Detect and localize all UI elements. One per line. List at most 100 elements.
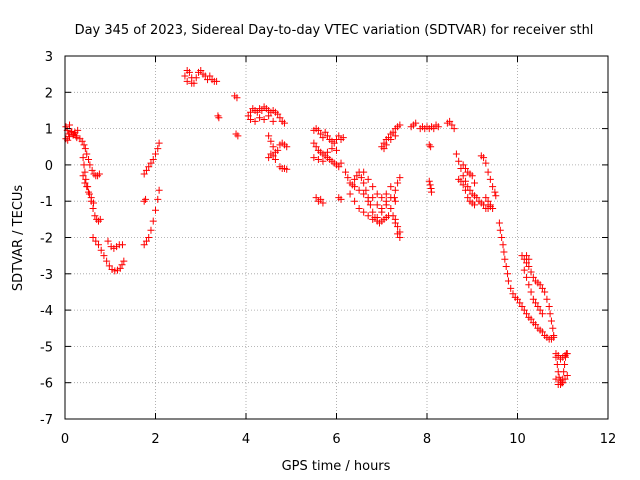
data-point <box>364 212 372 220</box>
data-point <box>234 132 242 140</box>
data-point <box>382 190 390 198</box>
data-point <box>142 195 150 203</box>
data-point <box>344 174 352 182</box>
data-point <box>427 143 435 151</box>
data-point <box>489 204 497 212</box>
data-point <box>378 194 386 202</box>
data-point <box>97 246 105 254</box>
data-point <box>369 215 377 223</box>
x-tick-labels: 0 2 4 6 8 10 12 <box>61 432 616 447</box>
data-point <box>378 204 386 212</box>
data-point <box>471 179 479 187</box>
data-point <box>516 299 524 307</box>
data-point <box>323 148 331 156</box>
data-point <box>265 112 273 120</box>
data-point <box>258 106 266 114</box>
data-point <box>95 170 103 178</box>
data-point <box>145 163 153 171</box>
data-point <box>185 68 193 76</box>
data-point <box>104 237 112 245</box>
data-point <box>464 183 472 191</box>
data-point <box>450 125 458 133</box>
data-point <box>317 130 325 138</box>
data-point <box>446 117 454 125</box>
data-point <box>145 234 153 241</box>
data-point <box>355 204 363 212</box>
data-point <box>563 371 571 379</box>
data-point <box>62 123 70 131</box>
y-tick-label: -1 <box>40 195 53 210</box>
data-point <box>118 241 126 249</box>
data-point <box>504 277 512 285</box>
data-point <box>473 194 481 202</box>
data-point <box>206 72 214 80</box>
data-point <box>492 192 500 200</box>
data-point <box>149 217 157 225</box>
data-point <box>88 166 96 174</box>
data-point <box>147 159 155 167</box>
y-tick-label: -5 <box>40 340 53 355</box>
data-point <box>86 161 94 169</box>
data-point <box>387 204 395 212</box>
data-point <box>140 197 148 205</box>
data-point <box>85 155 93 163</box>
data-point <box>310 154 318 162</box>
data-point <box>155 186 163 194</box>
y-tick-label: 1 <box>45 123 53 138</box>
data-point <box>312 194 320 202</box>
y-tick-label: -3 <box>40 268 53 283</box>
data-point <box>366 201 374 209</box>
data-point <box>550 332 558 340</box>
data-point <box>491 188 499 196</box>
data-point <box>482 159 490 167</box>
data-point <box>319 134 327 142</box>
data-point <box>91 212 99 220</box>
data-point <box>94 217 102 225</box>
data-point <box>369 208 377 216</box>
data-point <box>387 183 395 191</box>
data-point <box>525 255 533 263</box>
data-point <box>317 195 325 203</box>
data-point <box>555 373 563 381</box>
data-point <box>549 324 557 332</box>
data-point <box>251 117 259 125</box>
data-point <box>391 132 399 140</box>
data-point <box>380 145 388 153</box>
data-point <box>538 310 546 318</box>
data-point <box>523 252 531 260</box>
data-point <box>529 295 537 303</box>
data-point <box>314 155 322 163</box>
data-point <box>504 270 512 278</box>
data-point <box>155 139 163 147</box>
x-tick-label: 6 <box>332 432 340 447</box>
data-point <box>335 132 343 140</box>
data-point <box>520 306 528 314</box>
data-point <box>390 194 398 202</box>
y-tick-label: -7 <box>40 413 53 428</box>
data-point <box>382 197 390 205</box>
data-point <box>274 110 282 118</box>
data-point <box>389 212 397 220</box>
data-point <box>369 194 377 202</box>
data-point <box>80 141 88 149</box>
data-point <box>387 135 395 143</box>
data-point <box>269 117 277 125</box>
data-point <box>335 163 343 171</box>
x-tick-label: 8 <box>423 432 431 447</box>
data-point <box>118 261 126 269</box>
data-point <box>547 317 555 325</box>
data-point <box>81 168 89 176</box>
data-point <box>484 168 492 176</box>
data-point <box>260 116 268 124</box>
data-point <box>486 175 494 183</box>
data-point <box>232 130 240 138</box>
data-point <box>412 119 420 127</box>
data-point <box>79 172 87 180</box>
data-point <box>154 145 162 153</box>
data-point <box>147 226 155 234</box>
data-point <box>514 295 521 303</box>
data-point <box>489 183 497 191</box>
data-point <box>92 237 100 245</box>
data-point <box>534 302 542 310</box>
